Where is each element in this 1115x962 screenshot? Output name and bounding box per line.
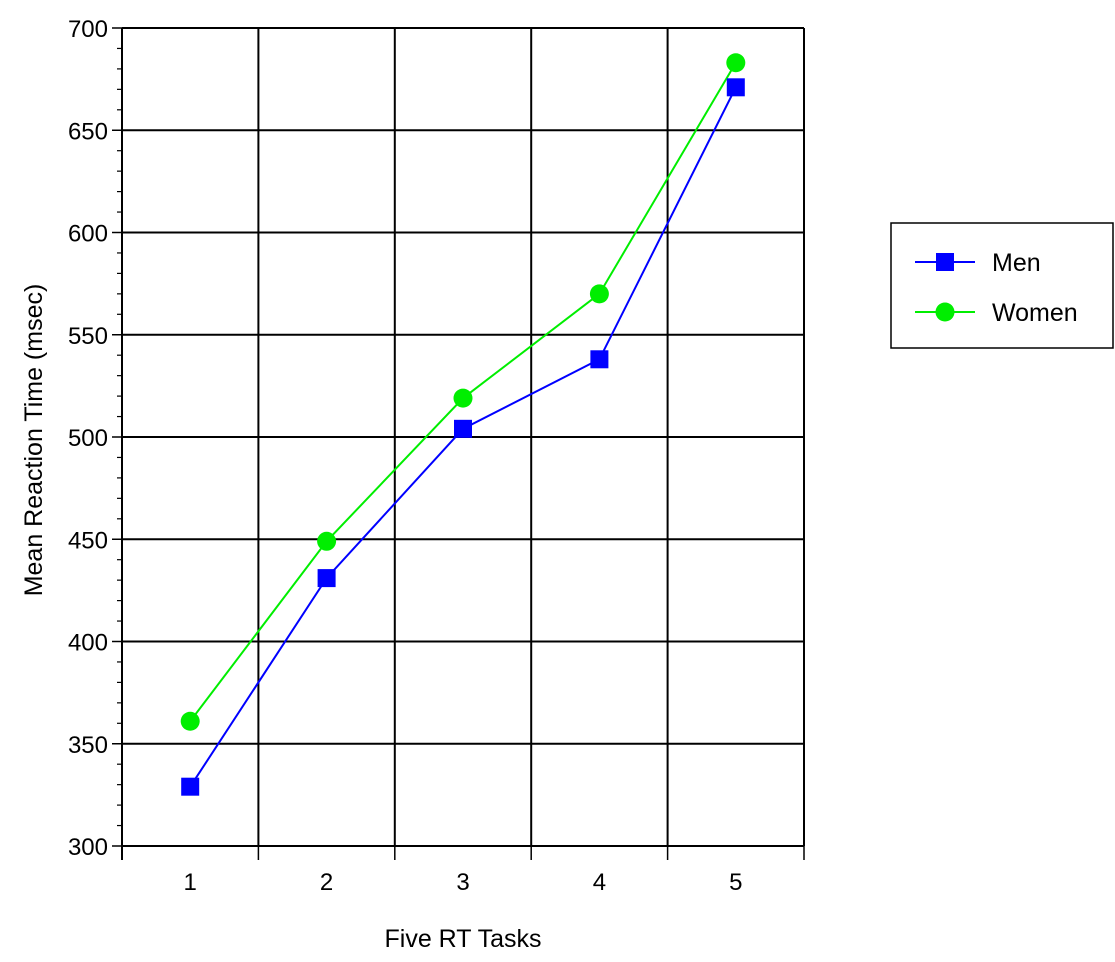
legend-box (890, 222, 1114, 349)
y-tick-label: 500 (68, 425, 108, 452)
data-point-men (726, 78, 745, 97)
y-tick-label: 450 (68, 527, 108, 554)
x-axis-title: Five RT Tasks (385, 925, 542, 953)
grid (122, 27, 805, 846)
y-tick-label: 300 (68, 834, 108, 861)
x-tick-label: 3 (456, 869, 469, 896)
data-point-men (181, 777, 200, 796)
y-tick-label: 700 (68, 16, 108, 43)
data-point-men (317, 569, 336, 588)
legend-label-men: Men (992, 249, 1041, 277)
y-tick-label: 600 (68, 221, 108, 248)
y-tick-label: 350 (68, 732, 108, 759)
legend: Men Women (890, 222, 1114, 349)
data-point-men (590, 350, 609, 369)
data-point-women (726, 53, 746, 73)
y-tick-label: 650 (68, 118, 108, 145)
legend-label-women: Women (992, 299, 1078, 327)
data-point-women (180, 711, 200, 731)
axes: 300 350 400 450 500 550 600 650 700 1 2 3 4 5 (68, 16, 805, 896)
x-tick-label: 1 (184, 869, 197, 896)
x-tick-label: 2 (320, 869, 333, 896)
x-tick-label: 4 (593, 869, 606, 896)
series-group (180, 53, 746, 796)
y-tick-label: 400 (68, 630, 108, 657)
data-point-women (453, 388, 473, 408)
data-point-women (317, 531, 337, 551)
legend-marker-men (936, 253, 954, 271)
data-point-women (589, 284, 609, 304)
legend-marker-women (935, 302, 955, 322)
y-tick-label: 550 (68, 323, 108, 350)
y-axis-title: Mean Reaction Time (msec) (20, 284, 48, 597)
data-point-men (454, 419, 472, 438)
x-tick-label: 5 (729, 869, 742, 896)
